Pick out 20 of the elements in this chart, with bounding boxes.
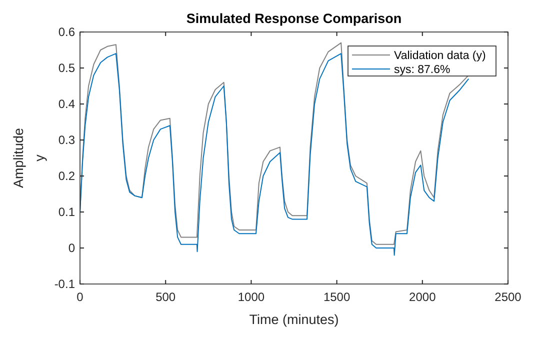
y-tick-label: 0.1 [58,205,76,219]
x-tick-label: 500 [156,290,176,304]
x-tick-label: 2500 [494,290,522,304]
legend-label: sys: 87.6% [394,64,450,76]
y-tick-label: 0 [68,241,76,255]
y-tick-label: -0.1 [54,277,76,291]
x-tick-label: 0 [76,290,84,304]
text: y [32,154,47,162]
x-tick-label: 1500 [323,290,350,304]
y-tick-label: 0.2 [58,169,76,183]
y-tick-label: 0.4 [58,97,76,111]
x-tick-label: 1000 [238,290,265,304]
x-tick-label: 2000 [409,290,436,304]
x-axis-title: Time (minutes) [249,312,339,327]
y-tick-label: 0.3 [58,133,76,147]
y-axis-title: Amplitude [11,128,26,188]
y-tick-label: 0.5 [58,61,76,75]
legend-label: Validation data (y) [394,50,486,62]
chart-title: Simulated Response Comparison [186,11,402,26]
y-tick-label: 0.6 [58,25,76,39]
